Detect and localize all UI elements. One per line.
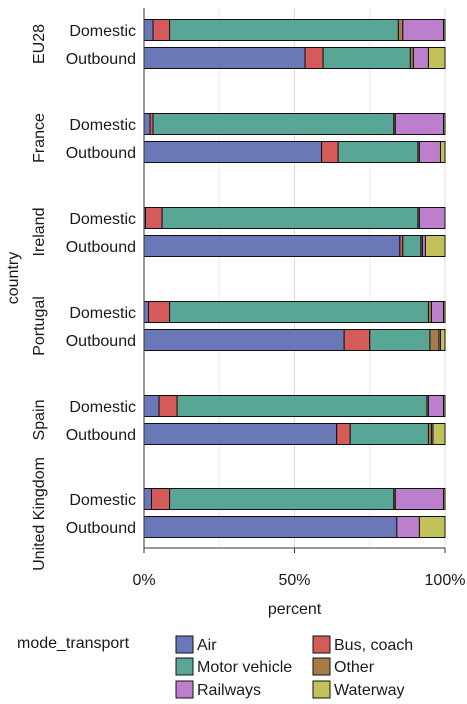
bar-segment-ireland-outbound-motor-vehicle <box>402 235 422 257</box>
bar-segment-eu28-outbound-railways <box>412 47 429 69</box>
legend-swatch-bus-coach <box>312 635 331 654</box>
row-label: Outbound <box>66 51 136 68</box>
bar-segment-eu28-outbound-motor-vehicle <box>322 47 411 69</box>
row-label: Domestic <box>69 492 136 509</box>
bar-segment-portugal-domestic-air <box>143 301 150 323</box>
bar-segment-portugal-outbound-motor-vehicle <box>369 329 431 351</box>
legend-label-air: Air <box>197 637 217 654</box>
bar-segment-spain-outbound-waterway <box>432 423 446 445</box>
legend-swatch-railways <box>175 680 194 699</box>
legend-label-bus-coach: Bus, coach <box>334 637 413 654</box>
bar-segment-united-kingdom-outbound-waterway <box>418 516 446 538</box>
facet-label-portugal: Portugal <box>31 296 48 356</box>
bar-segment-france-outbound-waterway <box>439 141 446 163</box>
bar-segment-portugal-outbound-air <box>143 329 345 351</box>
x-axis-title: percent <box>268 601 322 618</box>
bar-segment-spain-outbound-bus-coach <box>336 423 351 445</box>
row-label: Domestic <box>69 399 136 416</box>
bar-segment-united-kingdom-domestic-bus-coach <box>151 488 171 510</box>
x-tick-label: 50% <box>278 572 310 589</box>
facet-label-spain: Spain <box>31 400 48 441</box>
legend-label-railways: Railways <box>197 682 261 699</box>
row-labels: Domestic Outbound Domestic Outbound Domestic… <box>66 23 136 537</box>
bar-segment-eu28-outbound-bus-coach <box>304 47 324 69</box>
bar-segment-eu28-domestic-air <box>143 19 154 41</box>
bar-segment-united-kingdom-domestic-motor-vehicle <box>169 488 395 510</box>
bar-segment-france-outbound-railways <box>418 141 441 163</box>
facet-labels: EU28 France Ireland Portugal Spain United Kin… <box>31 24 48 571</box>
bar-segment-united-kingdom-outbound-railways <box>396 516 420 538</box>
x-tick-label: 0% <box>132 572 155 589</box>
bar-segment-france-outbound-bus-coach <box>321 141 339 163</box>
facet-label-france: France <box>31 113 48 163</box>
bar-segment-spain-domestic-railways <box>427 395 444 417</box>
legend-title: mode_transport <box>17 635 130 652</box>
bar-segment-france-domestic-air <box>143 113 151 135</box>
row-label: Outbound <box>66 520 136 537</box>
bar-segment-ireland-domestic-motor-vehicle <box>161 207 419 229</box>
gridlines <box>143 8 446 548</box>
row-label: Outbound <box>66 333 136 350</box>
bar-segment-ireland-outbound-air <box>143 235 401 257</box>
row-label: Domestic <box>69 305 136 322</box>
bar-segment-spain-domestic-air <box>143 395 160 417</box>
bar-segment-spain-outbound-air <box>143 423 338 445</box>
bar-segment-united-kingdom-outbound-air <box>143 516 398 538</box>
bar-segment-portugal-domestic-railways <box>430 301 444 323</box>
bar-segment-portugal-outbound-waterway <box>439 329 446 351</box>
x-axis: 0% 50% 100% <box>132 8 465 589</box>
bar-segment-ireland-domestic-railways <box>418 207 446 229</box>
row-label: Domestic <box>69 211 136 228</box>
legend: mode_transport Air Bus, coach Motor vehicl… <box>17 635 413 699</box>
bar-segment-eu28-domestic-railways <box>402 19 444 41</box>
bar-segment-united-kingdom-domestic-waterway <box>442 488 446 510</box>
legend-swatch-other <box>312 657 331 676</box>
bar-segment-portugal-domestic-waterway <box>442 301 446 323</box>
bar-segment-eu28-outbound-waterway <box>427 47 446 69</box>
row-label: Outbound <box>66 427 136 444</box>
bar-segment-france-outbound-motor-vehicle <box>337 141 419 163</box>
legend-swatch-waterway <box>312 680 331 699</box>
x-tick-label: 100% <box>425 572 466 589</box>
bar-segment-ireland-domestic-bus-coach <box>145 207 163 229</box>
bar-segment-eu28-outbound-air <box>143 47 306 69</box>
bar-segment-france-outbound-air <box>143 141 323 163</box>
row-label: Outbound <box>66 239 136 256</box>
legend-swatch-air <box>175 635 194 654</box>
bar-segment-portugal-outbound-bus-coach <box>343 329 371 351</box>
bar-segment-spain-domestic-bus-coach <box>158 395 178 417</box>
bar-segment-spain-outbound-motor-vehicle <box>349 423 429 445</box>
bar-segment-portugal-domestic-motor-vehicle <box>169 301 429 323</box>
bar-segment-eu28-domestic-other <box>397 19 404 41</box>
row-label: Outbound <box>66 145 136 162</box>
bar-segment-spain-domestic-waterway <box>442 395 446 417</box>
bar-segment-portugal-outbound-other <box>429 329 440 351</box>
row-label: Domestic <box>69 23 136 40</box>
legend-label-other: Other <box>334 659 375 676</box>
y-axis-title: country <box>5 252 22 304</box>
bar-segment-united-kingdom-domestic-air <box>143 488 153 510</box>
bar-segment-portugal-domestic-bus-coach <box>148 301 171 323</box>
bar-segment-france-domestic-motor-vehicle <box>152 113 395 135</box>
bars <box>143 19 446 538</box>
bar-segment-spain-domestic-motor-vehicle <box>176 395 428 417</box>
legend-label-motor-vehicle: Motor vehicle <box>197 659 292 676</box>
bar-segment-eu28-domestic-motor-vehicle <box>169 19 399 41</box>
bar-segment-ireland-outbound-waterway <box>424 235 446 257</box>
facet-label-ireland: Ireland <box>31 208 48 257</box>
bar-segment-eu28-domestic-waterway <box>442 19 446 41</box>
row-label: Domestic <box>69 117 136 134</box>
legend-label-waterway: Waterway <box>334 682 405 699</box>
bar-segment-france-domestic-railways <box>394 113 444 135</box>
bar-segment-eu28-domestic-bus-coach <box>152 19 171 41</box>
bar-segment-france-domestic-waterway <box>442 113 446 135</box>
facet-label-eu28: EU28 <box>31 24 48 64</box>
legend-swatch-motor-vehicle <box>175 657 194 676</box>
facet-label-united-kingdom: United Kingdom <box>31 457 48 571</box>
bar-segment-united-kingdom-domestic-railways <box>394 488 444 510</box>
